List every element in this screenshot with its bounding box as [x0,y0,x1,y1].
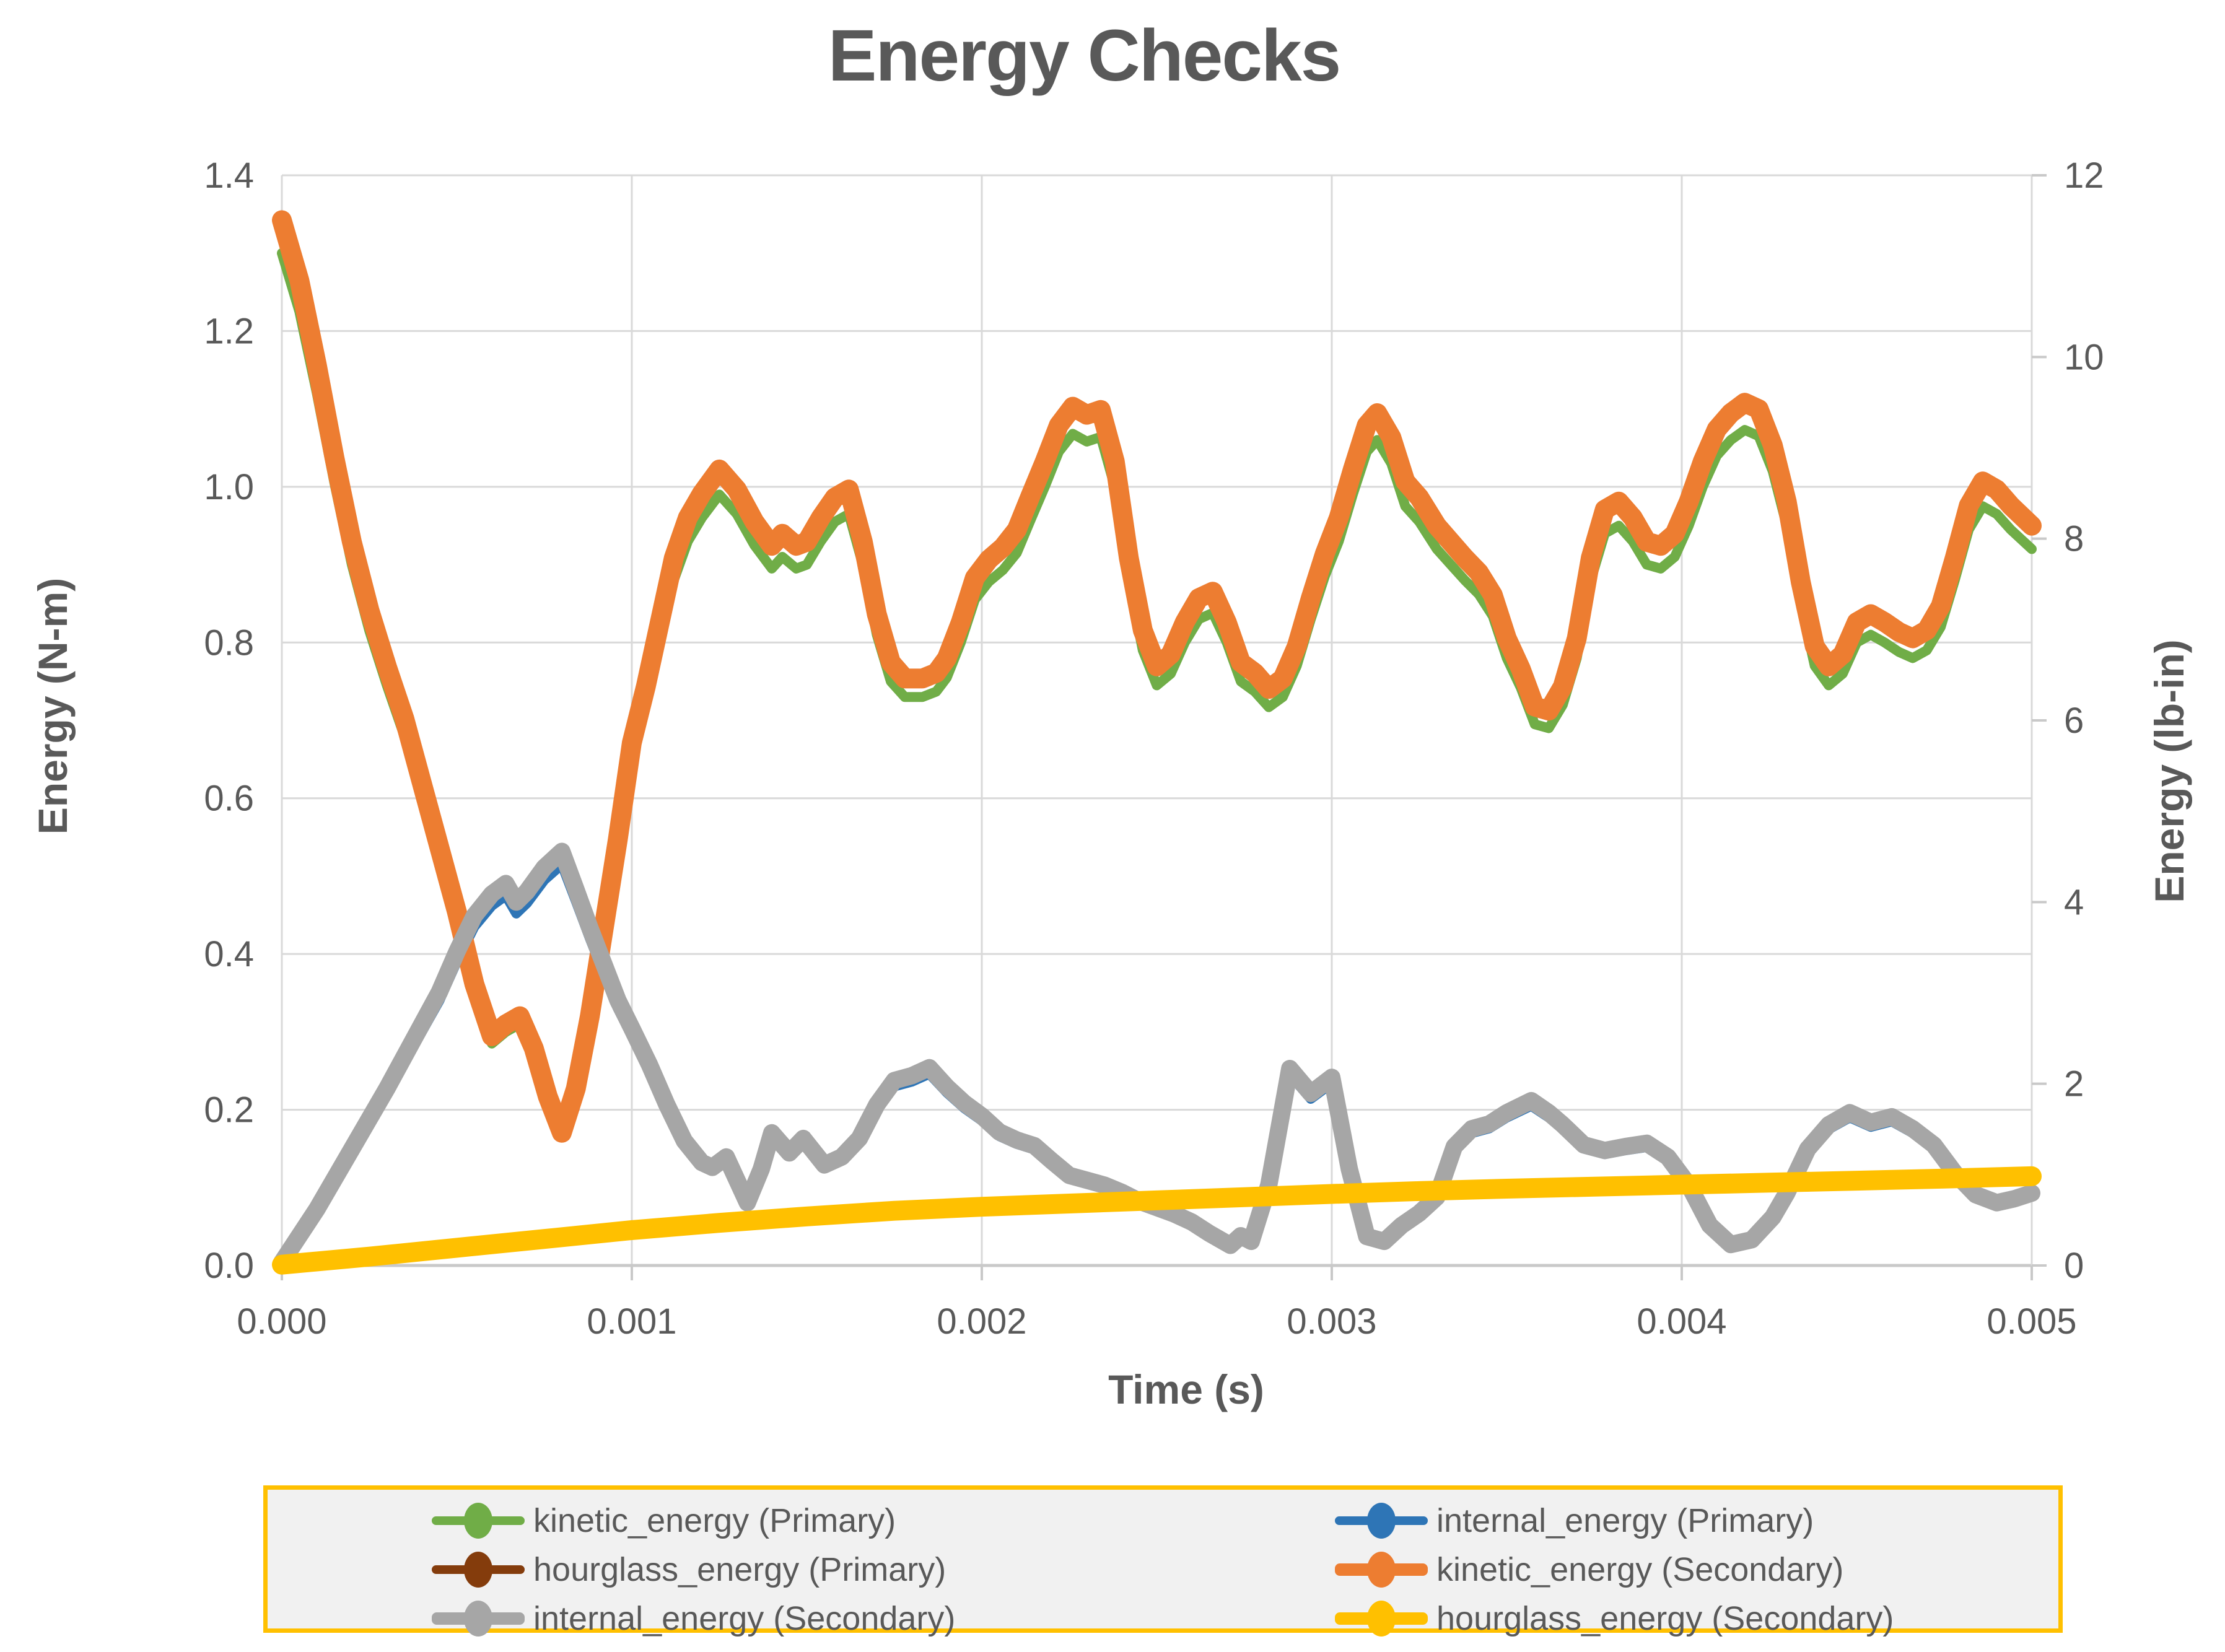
right-tick-label: 0 [2064,1246,2084,1286]
legend-item: hourglass_energy (Secondary) [1335,1599,1894,1638]
x-tick-label: 0.002 [937,1301,1026,1342]
legend-item: internal_energy (Primary) [1335,1501,1814,1541]
legend-label: internal_energy (Primary) [1436,1502,1814,1539]
left-tick-label: 1.4 [204,155,254,196]
legend-marker-icon [1335,1599,1428,1638]
right-tick-label: 2 [2064,1064,2084,1104]
legend-item: kinetic_energy (Secondary) [1335,1550,1843,1589]
legend-item: kinetic_energy (Primary) [432,1501,896,1541]
right-tick-label: 12 [2064,155,2104,196]
legend: kinetic_energy (Primary) internal_energy … [263,1485,2063,1637]
legend-marker-icon [1335,1550,1428,1589]
x-tick-label: 0.001 [587,1301,676,1342]
legend-marker-icon [432,1501,525,1541]
left-tick-label: 1.0 [204,467,254,507]
legend-label: kinetic_energy (Primary) [533,1502,896,1539]
legend-marker-icon [1335,1501,1428,1541]
left-tick-label: 0.8 [204,623,254,663]
series-hourglass-energy-secondary- [272,1166,2042,1275]
legend-label: internal_energy (Secondary) [533,1600,956,1637]
left-tick-label: 0.0 [204,1246,254,1286]
x-tick-label: 0.000 [237,1301,326,1342]
chart-title: Energy Checks [828,15,1342,97]
series-kinetic-energy-primary- [277,248,2037,1142]
left-tick-label: 0.4 [204,934,254,974]
legend-item: internal_energy (Secondary) [432,1599,955,1638]
x-tick-label: 0.003 [1287,1301,1376,1342]
right-tick-label: 6 [2064,701,2084,741]
x-axis-title: Time (s) [1108,1366,1264,1412]
left-tick-label: 0.2 [204,1090,254,1130]
right-tick-label: 4 [2064,882,2084,922]
legend-marker-icon [432,1550,525,1589]
right-tick-label: 10 [2064,337,2104,377]
left-tick-label: 1.2 [204,311,254,351]
series-kinetic-energy-secondary- [272,210,2042,1143]
right-tick-label: 8 [2064,519,2084,559]
legend-label: hourglass_energy (Primary) [533,1551,946,1588]
legend-label: kinetic_energy (Secondary) [1436,1551,1844,1588]
legend-marker-icon [432,1599,525,1638]
legend-label: hourglass_energy (Secondary) [1436,1600,1894,1637]
x-tick-label: 0.004 [1637,1301,1726,1342]
legend-item: hourglass_energy (Primary) [432,1550,946,1589]
left-tick-label: 0.6 [204,779,254,819]
x-tick-label: 0.005 [1987,1301,2076,1342]
